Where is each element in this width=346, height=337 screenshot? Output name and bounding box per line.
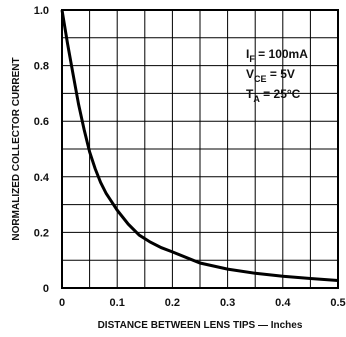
annotation-line: TA = 25°C [246, 87, 301, 104]
y-axis-label: NORMALIZED COLLECTOR CURRENT [11, 57, 22, 240]
y-tick-label: 0.8 [34, 61, 49, 73]
grid [62, 10, 338, 288]
conditions-annotation: IF = 100mA VCE = 5V TA = 25°C [246, 47, 308, 104]
x-tick-label: 0 [59, 297, 65, 309]
plot-frame [61, 9, 339, 289]
y-tick-label: 0.2 [34, 227, 49, 239]
x-tick-label: 0.4 [275, 297, 291, 309]
x-tick-label: 0.3 [220, 297, 235, 309]
y-tick-label: 1.0 [34, 5, 49, 17]
y-tick-label: 0 [43, 283, 49, 295]
y-tick-label: 0.6 [34, 116, 49, 128]
x-tick-label: 0.5 [330, 297, 345, 309]
x-axis-label: DISTANCE BETWEEN LENS TIPS — Inches [98, 320, 303, 331]
x-tick-label: 0.2 [165, 297, 180, 309]
x-tick-label: 0.1 [110, 297, 125, 309]
y-tick-label: 0.4 [34, 172, 50, 184]
x-tick-labels: 0 0.1 0.2 0.3 0.4 0.5 [59, 297, 346, 309]
data-line [60, 9, 339, 282]
annotation-line: VCE = 5V [246, 67, 295, 84]
annotation-line: IF = 100mA [246, 47, 308, 64]
y-tick-labels: 0 0.2 0.4 0.6 0.8 1.0 [34, 5, 50, 295]
